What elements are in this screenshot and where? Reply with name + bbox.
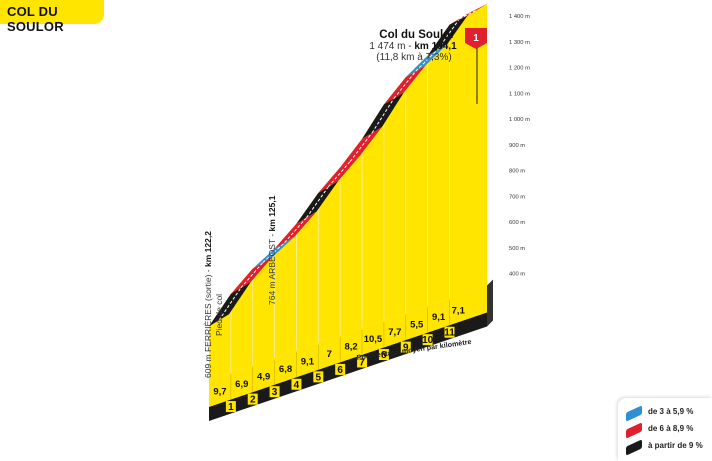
road-center-line	[327, 161, 351, 188]
road-segment-hard	[449, 3, 487, 25]
road-center-line	[459, 9, 478, 20]
km-marker-tab	[225, 401, 236, 413]
km-marker-label: 9	[403, 343, 409, 354]
summit-climb-stats: (11,8 km à 7,3%)	[376, 52, 451, 63]
km-marker-label: 11	[444, 328, 455, 339]
title-tab: COL DU SOULOR	[0, 0, 104, 34]
start-note-label: Pied de col	[214, 294, 224, 336]
legend-label-hard: de 6 à 8,9 %	[648, 424, 694, 433]
summit-label: Col du Soulor 1 474 m - km 134,1 (11,8 k…	[369, 29, 457, 63]
km-marker-tab	[444, 326, 455, 338]
km-marker-tab	[422, 334, 433, 346]
svg-text:1 474 m - km 134,1: 1 474 m - km 134,1	[369, 41, 457, 52]
road-segments	[209, 3, 487, 327]
y-tick-label: 1 100 m	[509, 91, 530, 97]
y-axis-ticks: 400 m 500 m 600 m 700 m 800 m 900 m 1 000 m 1 1…	[509, 14, 530, 277]
page-title: COL DU SOULOR	[7, 4, 64, 34]
gradient-label: 8,2	[345, 342, 358, 353]
km-marker-label: 4	[294, 380, 300, 391]
y-tick-label: 700 m	[509, 194, 525, 200]
start-km-label: km 122,2	[203, 231, 213, 267]
summit-name: Col du Soulor	[379, 29, 455, 41]
km-marker-tab	[400, 341, 411, 353]
km-marker-label: 3	[272, 387, 278, 398]
road-center-line	[393, 70, 417, 99]
road-center-line	[240, 262, 264, 289]
mid-annotation: 764 m ARBÉOST - km 125,1	[267, 195, 277, 305]
y-tick-label: 500 m	[509, 246, 525, 252]
y-tick-label: 400 m	[509, 271, 525, 277]
summit-km: km 134,1	[414, 41, 457, 52]
gradient-label: 7,7	[388, 327, 401, 338]
road-segment-very_hard	[427, 12, 470, 56]
profile-gridlines	[230, 30, 450, 373]
y-tick-label: 1 000 m	[509, 117, 530, 123]
difficulty-legend: de 3 à 5,9 % de 6 à 8,9 % à partir de 9 …	[618, 398, 712, 461]
road-center-line	[349, 132, 373, 162]
gradient-label: 7,1	[452, 305, 466, 316]
km-marker-label: 8	[381, 350, 387, 361]
km-marker-tab	[335, 363, 346, 375]
road-center-line	[415, 49, 438, 72]
start-altitude-label: 609 m FERRIÈRES (sortie) -	[203, 267, 213, 378]
km-marker-tab	[313, 371, 324, 383]
y-tick-label: 600 m	[509, 220, 525, 226]
road-center-line	[371, 98, 395, 134]
gradient-label: 6,9	[235, 379, 248, 390]
profile-fill	[209, 3, 487, 381]
km-marker-label: 7	[359, 357, 365, 368]
profile-area	[209, 3, 487, 381]
summit-altitude: 1 474 m -	[369, 41, 414, 52]
y-tick-label: 1 300 m	[509, 40, 530, 46]
km-marker-label: 1	[228, 402, 234, 413]
km-marker-label: 2	[250, 395, 256, 406]
mid-altitude-label: 764 m ARBÉOST -	[267, 231, 277, 305]
legend-label-very-hard: à partir de 9 %	[648, 441, 703, 450]
gradient-strip	[209, 285, 487, 407]
km-marker-tab	[247, 393, 258, 405]
road-center-line	[218, 287, 242, 321]
mid-km-label: km 125,1	[267, 195, 277, 231]
flag-icon	[465, 28, 487, 49]
road-center-line	[437, 18, 460, 50]
flag-number: 1	[473, 33, 479, 44]
gradient-label: 9,1	[432, 312, 446, 323]
gradient-label: 9,7	[213, 386, 226, 397]
road-center-line	[284, 217, 307, 243]
gradient-label: 9,1	[301, 357, 315, 368]
legend-label-medium: de 3 à 5,9 %	[648, 407, 694, 416]
km-marker-label: 6	[337, 365, 343, 376]
strip-side	[487, 279, 493, 327]
svg-text:609 m FERRIÈRES (sortie) - km: 609 m FERRIÈRES (sortie) - km 122,2	[203, 231, 213, 378]
road-segment-very_hard	[209, 281, 251, 327]
km-marker-label: 10	[422, 335, 434, 346]
road-segment-very_hard	[296, 180, 339, 224]
gradient-label: 7	[327, 349, 332, 360]
gradient-label: 5,5	[410, 319, 424, 330]
km-marker-tab	[291, 378, 302, 390]
km-marker-label: 5	[316, 372, 322, 383]
y-tick-label: 900 m	[509, 143, 525, 149]
y-tick-label: 1 400 m	[509, 14, 530, 20]
start-annotation: 609 m FERRIÈRES (sortie) - km 122,2 Pied…	[203, 231, 224, 378]
gradient-label: 10,5	[364, 334, 383, 345]
svg-text:764 m ARBÉOST - km 125,1: 764 m ARBÉOST - km 125,1	[267, 195, 277, 305]
road-center-line	[306, 186, 329, 218]
gradient-label: 6,8	[279, 364, 292, 375]
km-marker-tab	[269, 386, 280, 398]
summit-flag: 1	[465, 28, 487, 104]
legend-swatch-medium	[626, 405, 642, 422]
gradient-label: 4,9	[257, 371, 270, 382]
legend-swatch-hard	[626, 422, 642, 439]
legend-swatch-very-hard	[626, 439, 642, 456]
km-marker-tab	[378, 349, 389, 361]
y-tick-label: 1 200 m	[509, 66, 530, 72]
km-strip: 9,76,94,96,89,178,210,57,75,59,17,112345…	[209, 279, 493, 421]
road-segment-medium	[252, 236, 295, 269]
y-tick-label: 800 m	[509, 169, 525, 175]
km-marker-tab	[357, 356, 368, 368]
